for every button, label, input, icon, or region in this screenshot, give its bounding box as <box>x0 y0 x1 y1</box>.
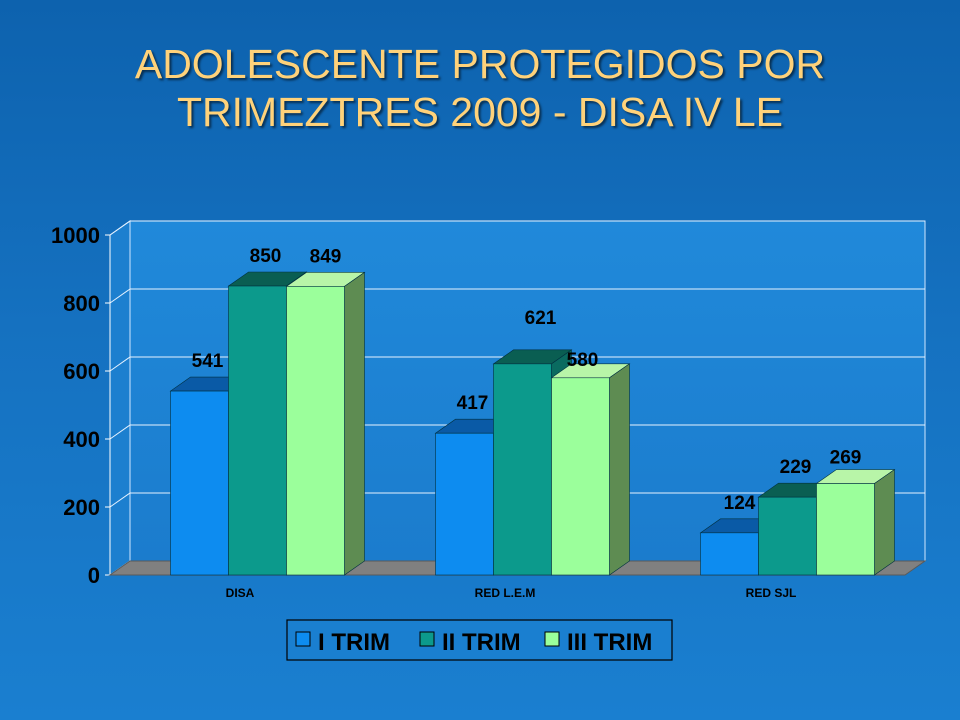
y-tick-label: 800 <box>63 291 100 316</box>
bar-front <box>758 496 817 576</box>
data-label: 229 <box>780 457 812 478</box>
legend-label: I TRIM <box>318 629 390 656</box>
bar-front <box>286 286 345 576</box>
data-label: 849 <box>310 246 342 267</box>
bar-side <box>874 468 895 576</box>
side-wall <box>109 220 131 576</box>
x-axis-category-labels: DISA RED L.E.M RED SJL <box>226 586 797 600</box>
gridline <box>109 492 925 508</box>
data-label: 417 <box>457 393 489 414</box>
title-line-1: ADOLESCENTE PROTEGIDOS POR <box>134 41 826 87</box>
data-label: 124 <box>724 493 756 514</box>
bar-iii-trim-red-l-e-m <box>550 363 631 576</box>
legend-label: II TRIM <box>442 629 521 656</box>
legend-swatch <box>419 631 435 647</box>
gridline <box>109 220 925 236</box>
y-tick-label: 1000 <box>51 223 100 248</box>
bar-iii-trim-red-sjl <box>815 468 896 576</box>
bar-front <box>170 390 229 576</box>
bar-iii-trim-disa <box>285 271 366 576</box>
y-tick-label: 600 <box>63 359 100 384</box>
category-label: DISA <box>226 586 255 600</box>
legend-label: III TRIM <box>567 629 652 656</box>
y-tick-label: 200 <box>63 495 100 520</box>
bar-front <box>435 432 494 576</box>
y-tick-label: 400 <box>63 427 100 452</box>
gridline <box>109 288 925 304</box>
bar-side <box>344 271 365 576</box>
legend-swatch <box>544 631 560 647</box>
data-label: 580 <box>567 350 599 371</box>
legend-box <box>286 619 673 661</box>
legend: I TRIM II TRIM III TRIM <box>286 619 673 661</box>
y-tick-label: 0 <box>88 563 100 588</box>
legend-swatch <box>295 631 311 647</box>
category-label: RED SJL <box>746 586 797 600</box>
gridline <box>109 356 925 372</box>
bar-front <box>493 363 552 576</box>
data-label: 850 <box>250 246 282 267</box>
slide-title: ADOLESCENTE PROTEGIDOS POR TRIMEZTRES 20… <box>0 40 960 136</box>
bar-front <box>551 377 610 576</box>
y-axis-tick-labels: 0 200 400 600 800 1000 <box>51 223 100 588</box>
data-label: 269 <box>830 448 862 469</box>
data-label: 541 <box>192 351 224 372</box>
category-label: RED L.E.M <box>475 586 536 600</box>
bar-front <box>816 483 875 576</box>
bar-front <box>228 285 287 576</box>
data-labels: 541 850 849 417 621 580 124 229 269 <box>192 246 862 514</box>
gridline <box>109 424 925 440</box>
data-label: 621 <box>525 308 557 329</box>
title-line-2: TRIMEZTRES 2009 - DISA IV LE <box>176 89 784 135</box>
bars <box>169 271 896 576</box>
bar-front <box>700 532 759 576</box>
bar-side <box>609 363 630 576</box>
